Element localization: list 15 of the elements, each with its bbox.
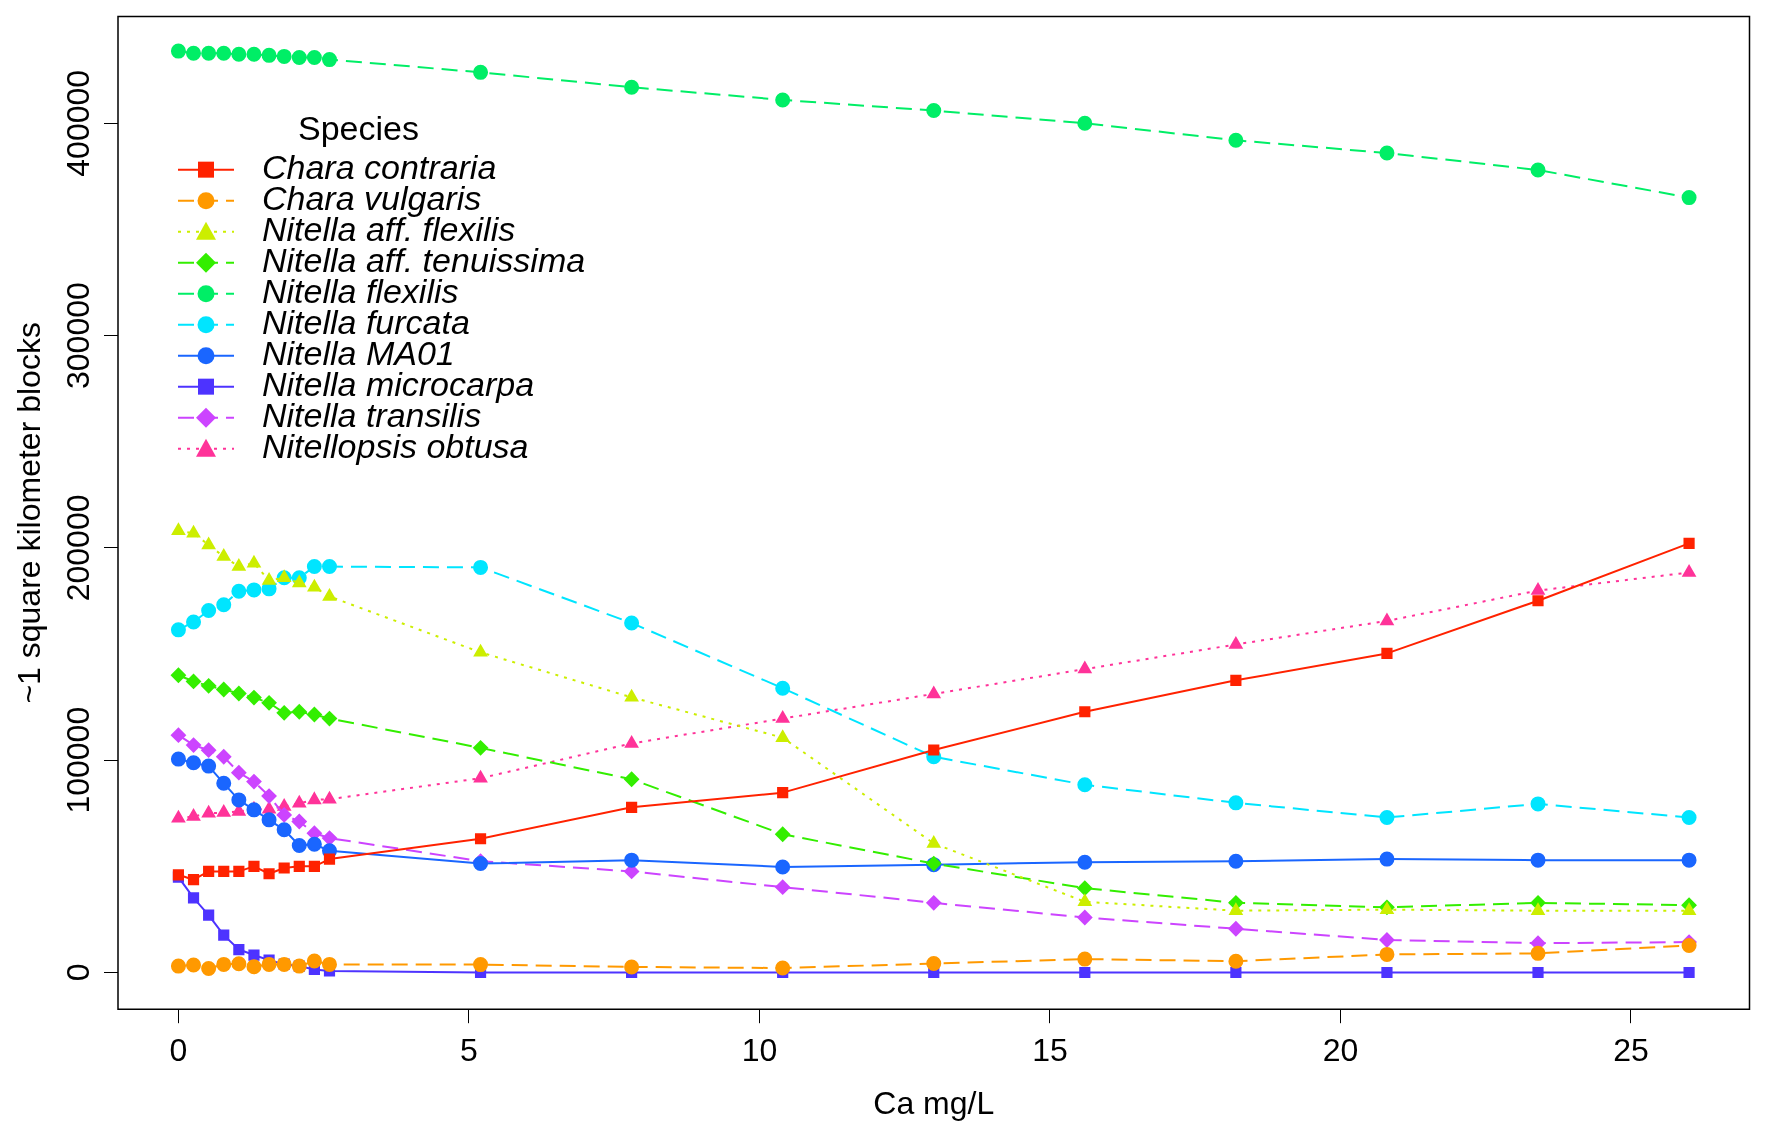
y-tick-label: 0 <box>59 963 96 982</box>
y-axis-title: ~1 square kilometer blocks <box>11 322 48 704</box>
y-tick-label: 100000 <box>59 706 96 814</box>
x-tick-label: 25 <box>1613 1032 1649 1069</box>
legend-title: Species <box>298 109 419 148</box>
legend-label: Chara contraria <box>262 148 497 187</box>
x-tick-label: 10 <box>741 1032 778 1069</box>
x-tick-label: 0 <box>169 1032 188 1069</box>
x-tick-label: 15 <box>1032 1032 1068 1069</box>
y-tick-label: 200000 <box>59 494 96 602</box>
y-tick-label: 300000 <box>59 282 96 389</box>
x-axis-title: Ca mg/L <box>873 1084 995 1121</box>
x-tick-label: 5 <box>460 1032 478 1069</box>
y-tick-label: 400000 <box>59 69 96 177</box>
x-tick-label: 20 <box>1322 1032 1359 1069</box>
